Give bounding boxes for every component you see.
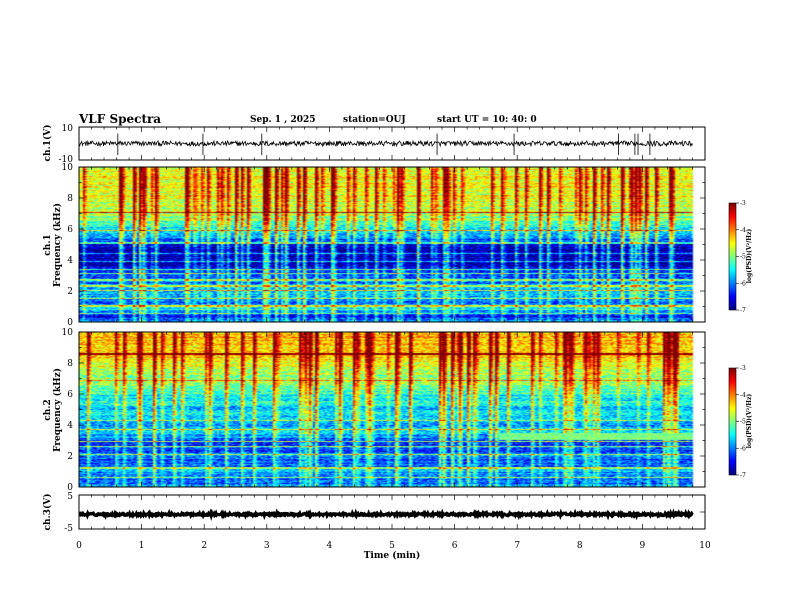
station-label: station=OUJ (343, 115, 406, 125)
ch1-spectrogram-ytick-2: 6 (67, 225, 73, 235)
ch2-spectrogram-frame (78, 331, 706, 488)
ch1-spectrogram-ytick-0: 10 (62, 163, 74, 173)
ch1-waveform-panel: 10 -10 ch.1(V) (42, 124, 706, 165)
ch3-ytick-top: 5 (67, 492, 73, 502)
ch3-frame (78, 494, 706, 530)
ch1-spectrogram-ytick-1: 8 (67, 194, 73, 204)
ch3-trace (78, 508, 694, 522)
ch1-spectrogram-colorbar-tick-3: -6 (740, 280, 746, 287)
ch1-waveform-line (78, 139, 693, 148)
x-tick-label-10: 10 (699, 541, 711, 551)
x-tick-label-9: 9 (640, 541, 646, 551)
x-tick-label-5: 5 (389, 541, 395, 551)
ch2-spectrogram-ylabel: Frequency (kHz) (52, 368, 63, 452)
ch1-spectrogram-colorbar-tick-0: -3 (740, 200, 746, 207)
x-tick-label-4: 4 (327, 541, 333, 551)
ch1-spectrogram-colorbar-tick-2: -5 (740, 254, 746, 261)
start-ut-label: start UT = 10: 40: 0 (437, 115, 537, 125)
ch1-ytick-top: 10 (62, 124, 74, 134)
x-tick-label-0: 0 (76, 541, 82, 551)
ch1-colorbar-label: log(PSD)(V²/Hz) (746, 229, 753, 284)
ch3-ylabel: ch.3(V) (42, 494, 53, 531)
ch1-spectrogram-channel-label: ch.1 (43, 234, 53, 255)
date-label: Sep. 1 , 2025 (250, 115, 316, 125)
ch2-spectrogram-ytick-2: 6 (67, 390, 73, 400)
x-axis: 0 1 2 3 4 5 6 7 8 9 10 (76, 541, 711, 551)
ch2-spectrogram-colorbar-tick-0: -3 (740, 365, 746, 372)
ch1-spectrogram-colorbar-tick-1: -4 (740, 227, 746, 234)
ch1-colorbar: -3 -4 -5 -6 -7 log(PSD)(V²/Hz) (728, 200, 753, 314)
x-axis-label: Time (min) (364, 550, 421, 561)
ch2-spectrogram-ytick-4: 2 (67, 452, 73, 462)
ch2-spectrogram-image (79, 332, 705, 487)
ch1-spectrogram-ytick-5: 0 (67, 318, 73, 328)
ch2-spectrogram-colorbar-tick-3: -6 (740, 445, 746, 452)
x-tick-label-2: 2 (201, 541, 207, 551)
ch1-spectrogram-ytick-4: 2 (67, 287, 73, 297)
ch2-colorbar-label: log(PSD)(V²/Hz) (746, 394, 753, 449)
ch2-colorbar-gradient (729, 368, 736, 475)
ch1-frame (78, 126, 706, 161)
figure-title: VLF Spectra (78, 112, 161, 126)
x-tick-label-3: 3 (264, 541, 270, 551)
ch1-ylabel: ch.1(V) (42, 125, 53, 162)
ch1-spectrogram-panel: 10 8 6 4 2 0 ch.1 Frequency (kHz) (43, 163, 706, 328)
ch1-spectrogram-colorbar-tick-4: -7 (740, 307, 746, 314)
ch2-spectrogram-channel-label: ch.2 (43, 399, 53, 420)
x-tick-label-1: 1 (139, 541, 145, 551)
ch2-spectrogram-colorbar-tick-4: -7 (740, 472, 746, 479)
ch2-spectrogram-panel: 10 8 6 4 2 0 ch.2 Frequency (kHz) (43, 328, 706, 493)
ch1-colorbar-gradient (729, 203, 736, 310)
ch1-spectrogram-ytick-3: 4 (67, 256, 73, 266)
x-tick-label-7: 7 (514, 541, 520, 551)
ch2-spectrogram-ytick-5: 0 (67, 483, 73, 493)
ch1-spectrogram-frame (78, 166, 706, 323)
x-tick-label-8: 8 (577, 541, 583, 551)
ch2-colorbar: -3 -4 -5 -6 -7 log(PSD)(V²/Hz) (728, 365, 753, 479)
ch1-trace (78, 133, 693, 156)
x-tick-label-6: 6 (452, 541, 458, 551)
ch3-waveform-panel: 5 -5 ch.3(V) (42, 492, 706, 534)
ch1-spectrogram-image (79, 167, 705, 322)
ch2-spectrogram-colorbar-tick-2: -5 (740, 419, 746, 426)
ch1-spectrogram-ylabel: Frequency (kHz) (52, 203, 63, 287)
ch2-spectrogram-ytick-3: 4 (67, 421, 73, 431)
ch3-ytick-bottom: -5 (64, 524, 73, 534)
ch1-ytick-bottom: -10 (59, 155, 74, 165)
ch2-spectrogram-ytick-0: 10 (62, 328, 74, 338)
ch2-spectrogram-ytick-1: 8 (67, 359, 73, 369)
ch3-waveform-line (78, 508, 694, 522)
ch2-spectrogram-colorbar-tick-1: -4 (740, 392, 746, 399)
